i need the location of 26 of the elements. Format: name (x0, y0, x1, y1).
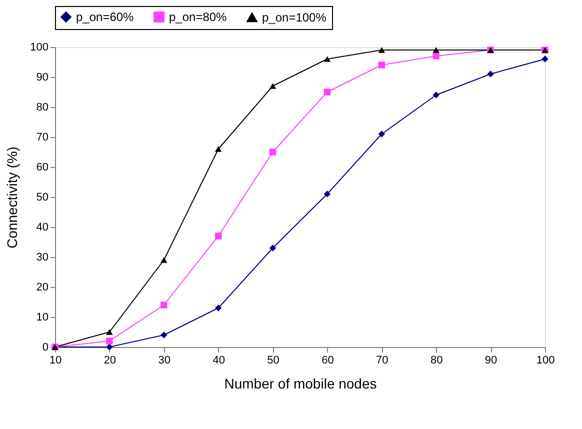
legend-label: p_on=60% (76, 10, 134, 24)
x-tick-label: 10 (49, 354, 62, 366)
x-tick-label: 60 (322, 354, 334, 366)
legend-label: p_on=100% (262, 10, 327, 24)
x-tick-label: 20 (104, 354, 116, 366)
y-tick-label: 0 (42, 342, 48, 354)
x-axis-title: Number of mobile nodes (224, 376, 377, 392)
x-tick-label: 90 (484, 354, 498, 366)
x-tick-label: 100 (536, 354, 555, 366)
y-tick-label: 40 (36, 222, 48, 234)
x-tick-label: 50 (267, 354, 280, 366)
x-tick-label: 30 (158, 354, 171, 366)
y-tick-label: 20 (36, 282, 48, 294)
y-tick-label: 100 (30, 42, 48, 54)
x-tick-label: 80 (430, 354, 443, 366)
y-tick-label: 70 (36, 132, 48, 144)
y-axis-title: Connectivity (%) (4, 146, 20, 248)
y-tick-label: 10 (36, 312, 48, 324)
legend-label: p_on=80% (169, 10, 228, 24)
y-tick-label: 60 (36, 162, 48, 174)
y-tick-label: 90 (36, 72, 48, 84)
y-tick-label: 50 (36, 192, 48, 204)
y-tick-label: 30 (36, 252, 48, 264)
x-tick-label: 40 (212, 354, 225, 366)
x-tick-label: 70 (376, 354, 388, 366)
y-tick-label: 80 (36, 102, 48, 114)
